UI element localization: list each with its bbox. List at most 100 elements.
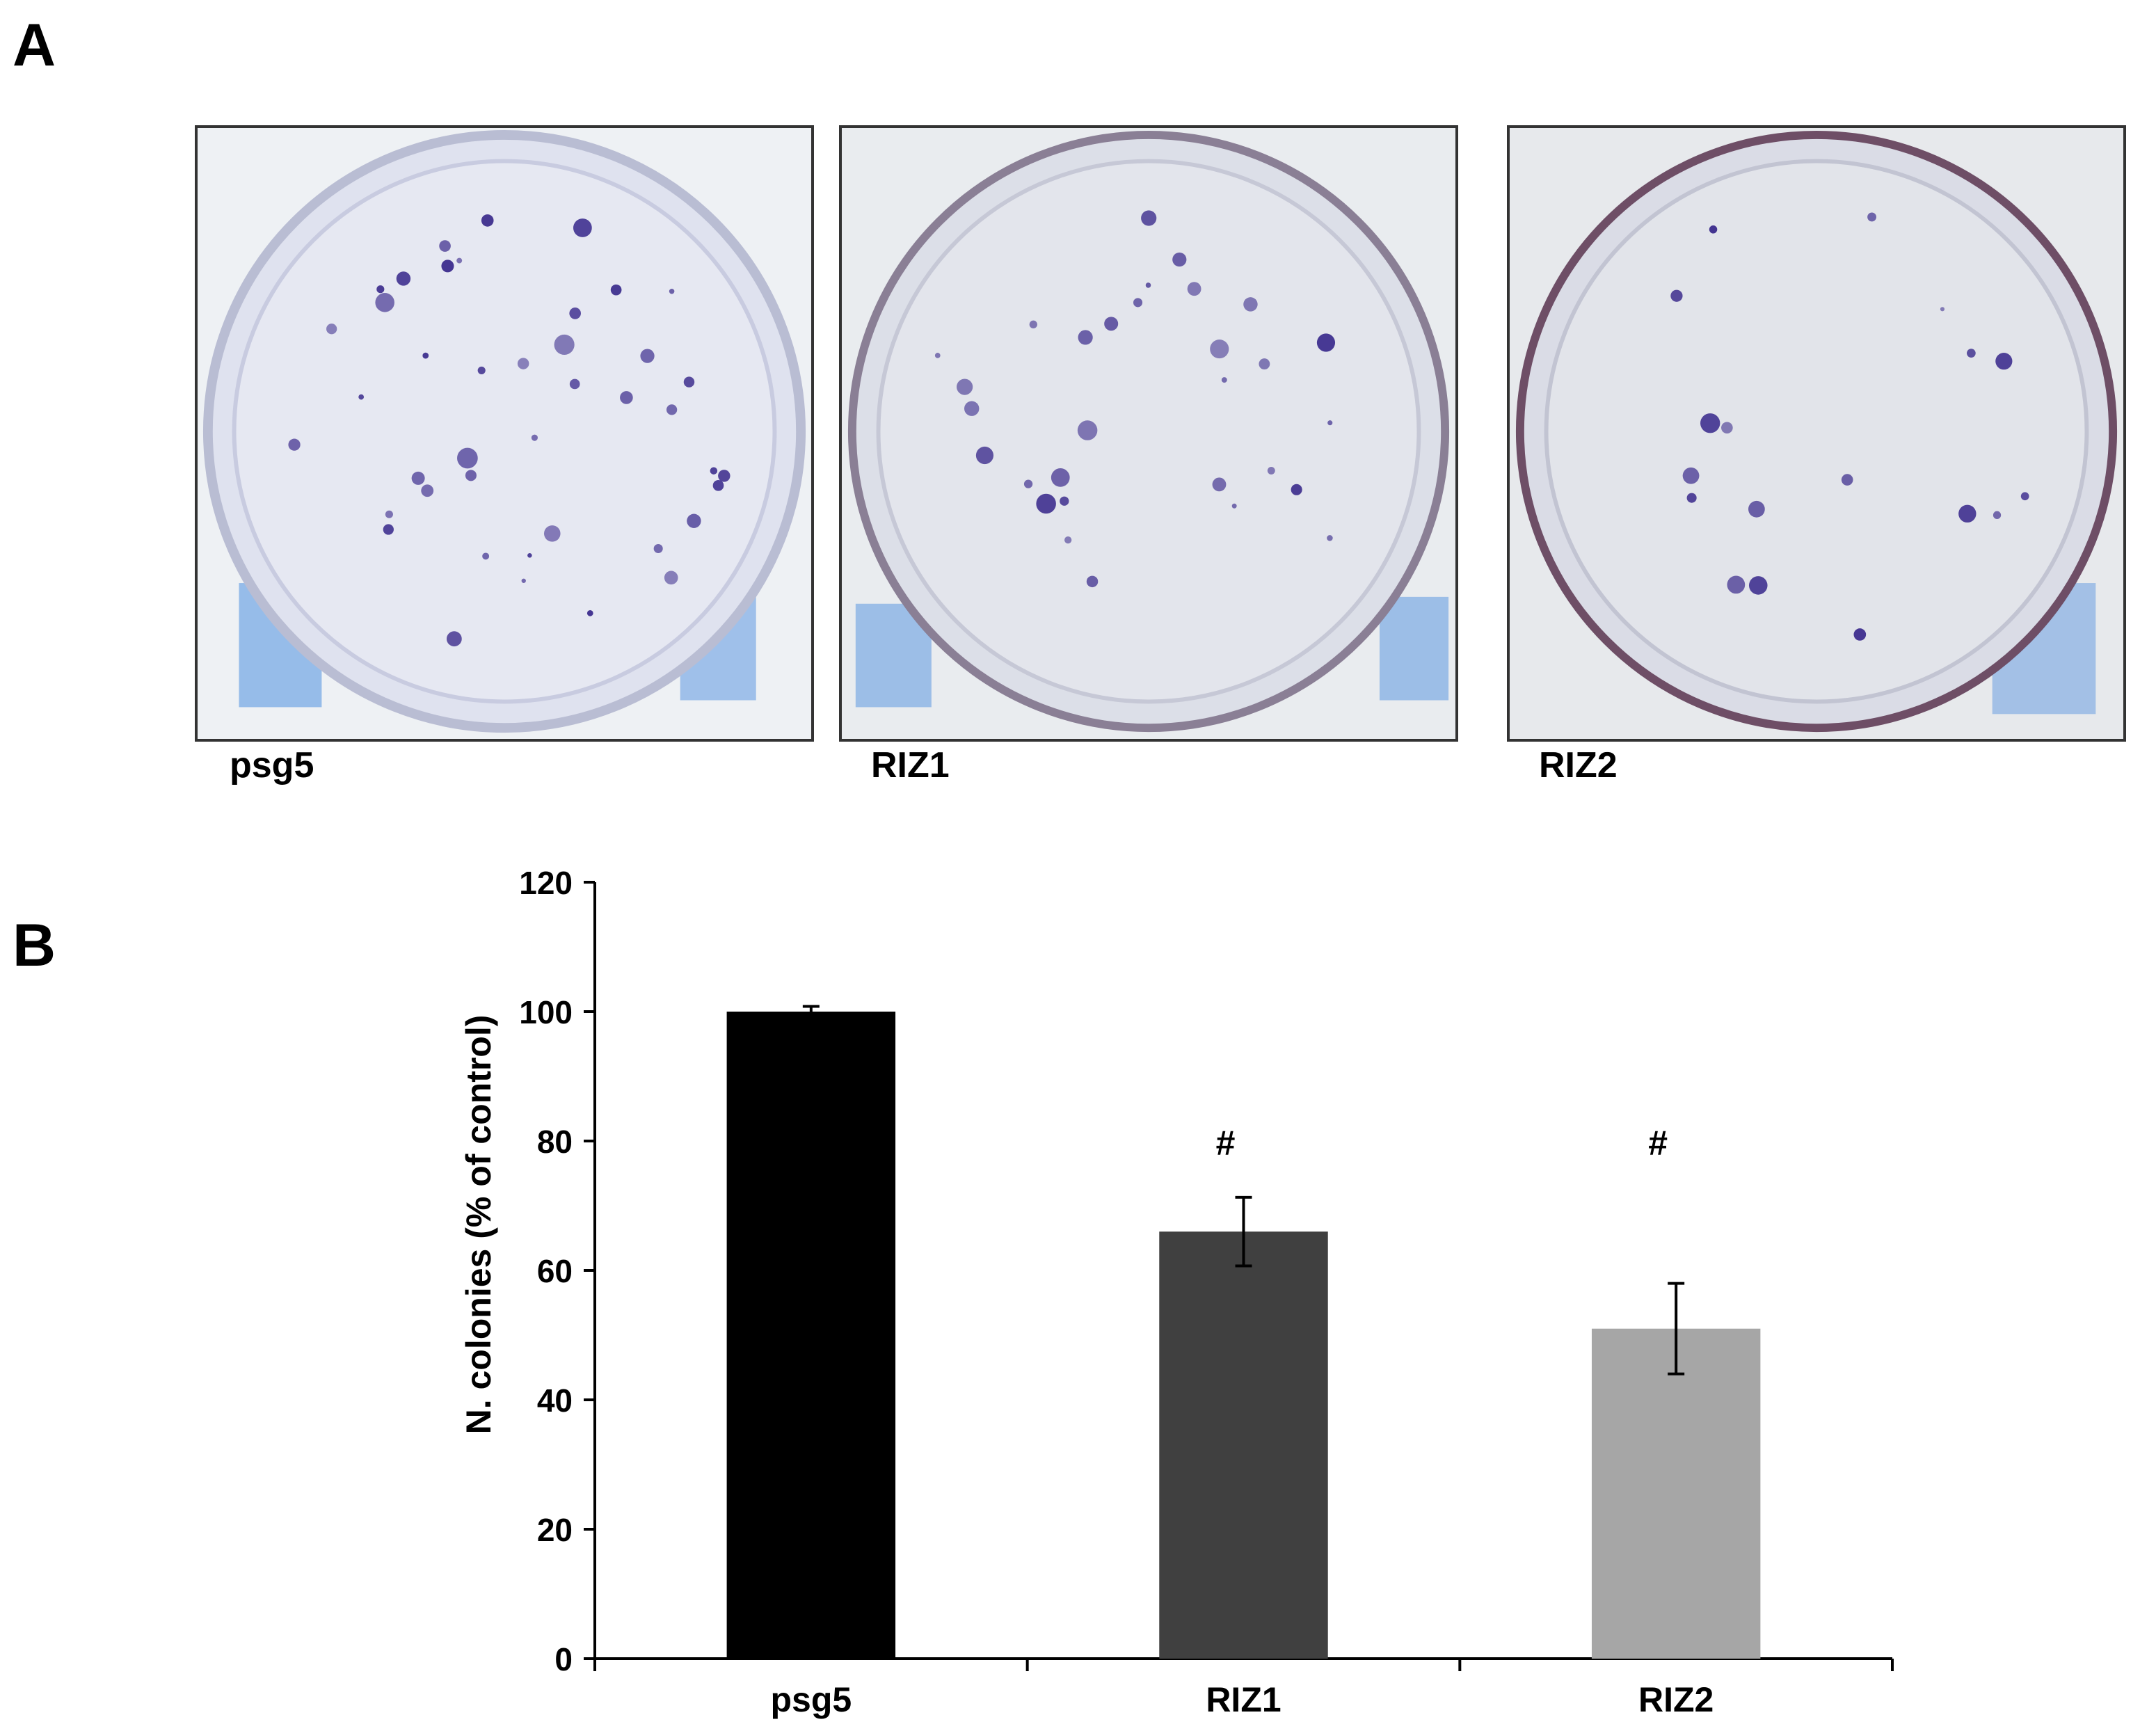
colony-dot (1748, 576, 1768, 595)
plate-photo-riz1 (839, 125, 1458, 742)
colony-dot (1064, 536, 1072, 544)
colony-dot (326, 324, 337, 335)
colony-dot (964, 401, 980, 416)
colony-dot (569, 378, 580, 390)
colony-dot (586, 609, 593, 616)
colony-dot (1060, 496, 1069, 506)
colony-dot (1187, 282, 1201, 296)
colony-dot (1967, 349, 1976, 358)
colony-dot (1078, 330, 1093, 345)
colonies (934, 210, 1336, 588)
colony-dot (456, 257, 463, 264)
colony-dot (517, 358, 529, 369)
x-axis: psg5 RIZ1 RIZ2 (593, 1657, 1894, 1719)
colony-dot (1210, 340, 1229, 359)
colony-dot (1036, 493, 1056, 514)
photo-label-riz1: RIZ1 (871, 745, 950, 785)
colony-dot (385, 510, 393, 518)
colony-dot (1940, 307, 1945, 312)
bars: # # (726, 1005, 1761, 1659)
bar-riz2 (1591, 1328, 1761, 1659)
plate-image (198, 128, 811, 739)
plate-image (1510, 128, 2123, 739)
colony-dot (573, 218, 592, 237)
bar-riz1 (1159, 1231, 1328, 1659)
colony-dot (1145, 282, 1151, 288)
colony-dot (1133, 298, 1143, 308)
colony-dot (446, 631, 462, 647)
colony-dot (482, 552, 490, 560)
colony-dot (666, 404, 678, 415)
x-tick-label: RIZ2 (1638, 1680, 1714, 1719)
colony-dot (1023, 479, 1033, 488)
colony-dot (1259, 358, 1270, 370)
colony-dot (1291, 484, 1302, 495)
y-axis: 0 20 40 60 80 100 120 (519, 865, 596, 1677)
colony-dot (531, 434, 538, 441)
colony-dot (543, 525, 561, 542)
colony-dot (396, 271, 411, 286)
colony-dot (439, 240, 451, 252)
colony-dot (1029, 320, 1037, 328)
colony-dot (687, 513, 701, 528)
colony-dot (1853, 628, 1867, 641)
colony-dot (1327, 420, 1333, 426)
colony-dot (1221, 377, 1227, 383)
colony-dot (1867, 212, 1877, 222)
colony-dot (1995, 353, 2013, 370)
colony-dot (1709, 225, 1718, 234)
colony-dot (1243, 297, 1258, 312)
colony-dot (527, 553, 532, 558)
significance-mark: # (1216, 1124, 1236, 1163)
y-tick-label: 80 (537, 1124, 573, 1160)
colony-dot (441, 260, 454, 273)
colony-dot (610, 284, 622, 296)
colony-dot (375, 293, 394, 312)
petri-dish-inner (232, 159, 777, 704)
plate-photo-psg5 (195, 125, 814, 742)
colony-dot (718, 470, 730, 482)
colony-dot (1727, 575, 1746, 594)
photo-label-psg5: psg5 (230, 745, 314, 785)
colony-dot (683, 376, 695, 388)
colony-dot (422, 352, 429, 359)
colony-dot (1841, 474, 1853, 486)
y-tick-label: 60 (537, 1253, 573, 1289)
colony-dot (288, 438, 301, 451)
colony-dot (1086, 575, 1099, 588)
x-tick-label: psg5 (770, 1680, 852, 1719)
colony-dot (358, 394, 365, 400)
colony-dot (640, 349, 655, 363)
colony-dot (1721, 422, 1733, 434)
y-tick-label: 100 (519, 994, 573, 1030)
colony-dot (1316, 333, 1336, 352)
y-tick-label: 120 (519, 865, 573, 901)
y-axis-label: N. colonies (% of control) (459, 1015, 498, 1435)
colony-dot (1231, 503, 1237, 509)
colony-dot (1051, 468, 1070, 487)
colony-dot (477, 366, 486, 374)
colony-dot (934, 353, 941, 358)
colony-dot (569, 308, 581, 319)
colony-dot (975, 446, 994, 465)
colony-dot (1958, 504, 1977, 523)
colony-dot (1682, 467, 1700, 484)
y-tick-label: 40 (537, 1382, 573, 1419)
plate-image (842, 128, 1455, 739)
y-tick-label: 0 (554, 1641, 573, 1677)
y-tick-label: 20 (537, 1512, 573, 1548)
colonies (288, 214, 730, 647)
colony-dot (521, 578, 526, 583)
petri-dish-inner (876, 159, 1421, 704)
colony-dot (465, 470, 477, 481)
colony-dot (421, 484, 434, 497)
colonies (1670, 212, 2029, 641)
colony-dot (1700, 413, 1720, 433)
colony-dot (1327, 535, 1333, 541)
colony-dot (1104, 317, 1119, 331)
colony-dot (376, 285, 385, 294)
bar-psg5 (726, 1012, 896, 1659)
colony-dot (1141, 210, 1157, 226)
colony-dot (653, 543, 663, 554)
